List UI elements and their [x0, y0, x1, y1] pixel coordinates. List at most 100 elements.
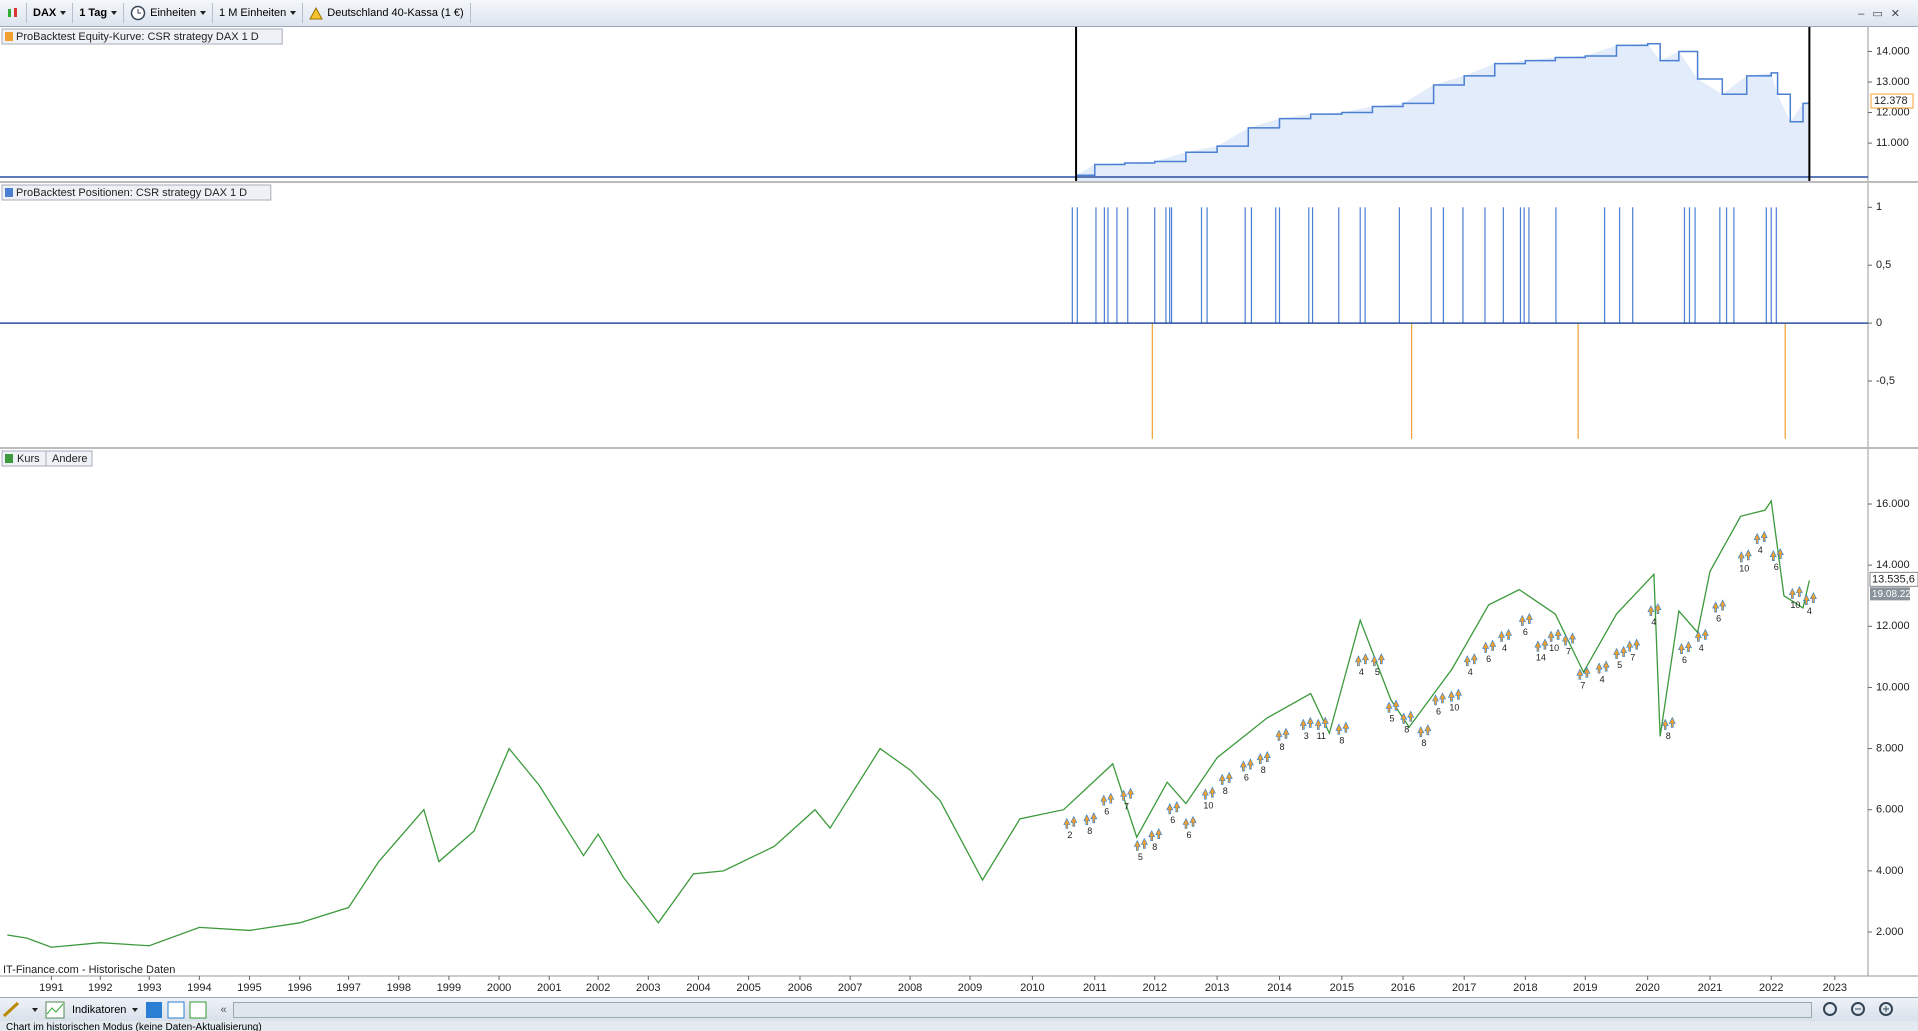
y-tick-label: 14.000: [1876, 559, 1910, 571]
trade-marker: [1534, 638, 1549, 652]
date-label: 19.08.22: [1872, 589, 1911, 600]
trade-label: 4: [1600, 675, 1605, 685]
zoom-buttons[interactable]: [1818, 1000, 1918, 1020]
panel-title-box: [1, 28, 283, 45]
trade-label: 4: [1468, 667, 1473, 677]
units-select[interactable]: Einheiten: [124, 3, 214, 23]
trade-label: 7: [1124, 802, 1129, 812]
x-tick-label: 2019: [1573, 982, 1597, 994]
chart-type-button[interactable]: [0, 3, 27, 23]
trade-marker: [1562, 632, 1576, 646]
equity-line: [1076, 43, 1811, 176]
x-tick-label: 2014: [1267, 982, 1291, 994]
x-tick-label: 2016: [1391, 982, 1415, 994]
trade-marker: [1120, 787, 1135, 801]
x-tick-label: 2023: [1823, 982, 1847, 994]
draw-tool[interactable]: [0, 1000, 26, 1020]
trade-marker: [1482, 639, 1497, 653]
tool-icons[interactable]: [144, 1000, 214, 1020]
x-tick-label: 2020: [1635, 982, 1659, 994]
amount-select[interactable]: 1 M Einheiten: [213, 3, 304, 23]
trade-marker: [1239, 758, 1254, 772]
window-buttons[interactable]: –▭✕: [1858, 7, 1908, 20]
trade-marker: [1354, 653, 1369, 667]
toolbar: DAX 1 Tag Einheiten 1 M Einheiten Deutsc…: [0, 0, 1918, 27]
scrollbar[interactable]: [232, 1002, 1812, 1018]
x-tick-label: 2015: [1330, 982, 1354, 994]
x-tick-label: 2002: [586, 982, 610, 994]
trade-marker: [1400, 710, 1415, 724]
indicator-icon[interactable]: [44, 1000, 66, 1020]
trade-marker: [1432, 692, 1446, 706]
trade-marker: [1712, 599, 1727, 613]
trade-marker: [1100, 792, 1115, 806]
trade-label: 4: [1359, 667, 1364, 677]
trade-label: 5: [1138, 852, 1143, 862]
trade-label: 4: [1699, 643, 1704, 653]
trade-marker: [1218, 771, 1233, 785]
x-tick-label: 2008: [898, 982, 922, 994]
trade-marker: [1314, 716, 1329, 730]
trade-label: 7: [1566, 646, 1571, 656]
trade-marker: [1661, 716, 1676, 730]
trade-label: 2: [1067, 830, 1072, 840]
legend-box: [45, 450, 93, 467]
last-value-tag: [1870, 93, 1914, 109]
trade-marker: [1498, 628, 1513, 642]
trade-marker: [1647, 603, 1662, 617]
y-tick-label: 13.000: [1876, 76, 1910, 88]
x-tick-label: 1995: [237, 982, 261, 994]
trade-label: 8: [1152, 842, 1157, 852]
legend-label: Andere: [52, 453, 87, 465]
x-tick-label: 2017: [1452, 982, 1476, 994]
trade-label: 6: [1187, 830, 1192, 840]
x-tick-label: 1996: [287, 982, 311, 994]
bottom-toolbar: Indikatoren «: [0, 997, 1918, 1022]
legend-label: Kurs: [17, 453, 40, 465]
trade-label: 10: [1739, 563, 1749, 573]
trade-marker: [1595, 660, 1610, 674]
trade-marker: [1182, 815, 1197, 829]
x-tick-label: 2003: [636, 982, 660, 994]
x-tick-label: 2001: [537, 982, 561, 994]
y-tick-label: 12.000: [1876, 620, 1910, 632]
trade-label: 6: [1436, 706, 1441, 716]
legend-swatch: [5, 454, 13, 463]
y-tick-label: 10.000: [1876, 681, 1910, 693]
date-tag: [1870, 587, 1910, 601]
x-tick-label: 2022: [1759, 982, 1783, 994]
panel-title-icon: [5, 188, 13, 197]
interval: 1 Tag: [79, 7, 108, 19]
trade-marker: [1518, 612, 1533, 626]
symbol: DAX: [33, 7, 57, 19]
symbol-select[interactable]: DAX: [27, 3, 74, 23]
chart: 11.00012.00013.00014.00012.378ProBacktes…: [0, 27, 1918, 997]
trade-marker: [1626, 638, 1641, 652]
trade-marker: [1576, 666, 1591, 680]
trade-label: 8: [1223, 786, 1228, 796]
trade-label: 6: [1244, 772, 1249, 782]
panel-title-box: [1, 184, 272, 201]
y-tick-label: 2.000: [1876, 926, 1904, 938]
trade-marker: [1547, 628, 1562, 642]
y-tick-label: 16.000: [1876, 498, 1910, 510]
last-price-label: 13.535,6: [1872, 573, 1915, 585]
x-tick-label: 2012: [1142, 982, 1166, 994]
y-tick-label: 12.000: [1876, 106, 1910, 118]
y-tick-label: -0,5: [1876, 375, 1895, 387]
trade-label: 6: [1170, 815, 1175, 825]
x-tick-label: 1991: [39, 982, 63, 994]
trade-marker: [1275, 727, 1290, 741]
x-tick-label: 2007: [838, 982, 862, 994]
instrument: Deutschland 40-Kassa (1 €): [303, 3, 471, 23]
y-tick-label: 4.000: [1876, 865, 1904, 877]
trade-label: 11: [1317, 731, 1326, 741]
trade-marker: [1063, 815, 1078, 829]
indicators-button[interactable]: Indikatoren: [72, 1004, 127, 1016]
interval-select[interactable]: 1 Tag: [73, 3, 125, 23]
x-tick-label: 2009: [958, 982, 982, 994]
x-tick-label: 1999: [437, 982, 461, 994]
x-tick-label: 2005: [736, 982, 760, 994]
trade-marker: [1083, 812, 1098, 826]
